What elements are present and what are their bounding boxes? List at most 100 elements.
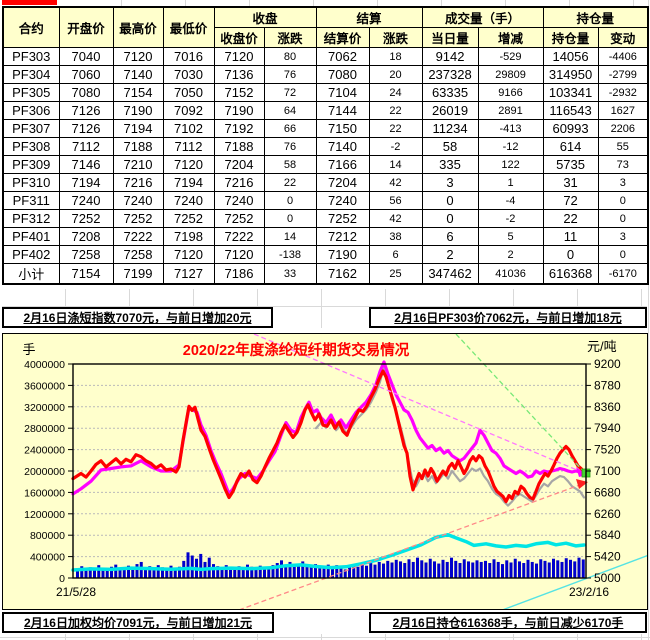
cell-PF309-oi_chg[interactable]: 73 xyxy=(597,155,649,174)
header-open[interactable]: 开盘价 xyxy=(58,6,114,48)
banner-open-interest[interactable]: 2月16日持仓616368手，与前日减少6170手 xyxy=(369,612,647,633)
header-vol-chg[interactable]: 增减 xyxy=(477,27,544,48)
cell-PF305-settle[interactable]: 7104 xyxy=(315,83,370,102)
cell-PF303-vol[interactable]: 9142 xyxy=(421,47,479,66)
cell-PF306-vol[interactable]: 26019 xyxy=(421,101,479,120)
cell-PF303-settle_chg[interactable]: 18 xyxy=(368,47,423,66)
cell-PF308-vol[interactable]: 58 xyxy=(421,137,479,156)
cell-PF402-oi_chg[interactable]: 0 xyxy=(597,245,649,264)
cell-PF307-contract[interactable]: PF307 xyxy=(2,119,60,138)
cell-PF307-vol[interactable]: 11234 xyxy=(421,119,479,138)
cell-PF306-settle_chg[interactable]: 22 xyxy=(368,101,423,120)
cell-PF306-settle[interactable]: 7144 xyxy=(315,101,370,120)
header-low[interactable]: 最低价 xyxy=(162,6,215,48)
cell-PF304-open[interactable]: 7060 xyxy=(58,65,114,84)
cell-PF306-contract[interactable]: PF306 xyxy=(2,101,60,120)
cell-PF307-open[interactable]: 7126 xyxy=(58,119,114,138)
cell-PF304-close_chg[interactable]: 76 xyxy=(263,65,317,84)
cell-PF305-oi_chg[interactable]: -2932 xyxy=(597,83,649,102)
cell-PF311-settle_chg[interactable]: 56 xyxy=(368,191,423,210)
cell-PF308-settle[interactable]: 7140 xyxy=(315,137,370,156)
cell-PF310-oi[interactable]: 31 xyxy=(542,173,599,192)
cell-PF305-oi[interactable]: 103341 xyxy=(542,83,599,102)
cell-PF310-low[interactable]: 7194 xyxy=(162,173,215,192)
cell-PF305-high[interactable]: 7154 xyxy=(112,83,164,102)
cell-PF309-vol[interactable]: 335 xyxy=(421,155,479,174)
cell-PF304-vol_chg[interactable]: 29809 xyxy=(477,65,544,84)
header-high[interactable]: 最高价 xyxy=(112,6,164,48)
cell-PF310-close[interactable]: 7216 xyxy=(213,173,265,192)
header-settle-chg[interactable]: 涨跌 xyxy=(368,27,423,48)
cell-小计-low[interactable]: 7127 xyxy=(162,263,215,285)
cell-PF303-low[interactable]: 7016 xyxy=(162,47,215,66)
header-oi-qty[interactable]: 持仓量 xyxy=(542,27,599,48)
cell-PF312-low[interactable]: 7252 xyxy=(162,209,215,228)
cell-PF310-contract[interactable]: PF310 xyxy=(2,173,60,192)
cell-PF312-settle[interactable]: 7252 xyxy=(315,209,370,228)
cell-PF311-vol[interactable]: 0 xyxy=(421,191,479,210)
cell-PF401-settle[interactable]: 7212 xyxy=(315,227,370,246)
cell-PF311-close_chg[interactable]: 0 xyxy=(263,191,317,210)
cell-PF312-close[interactable]: 7252 xyxy=(213,209,265,228)
cell-PF402-oi[interactable]: 0 xyxy=(542,245,599,264)
cell-PF311-contract[interactable]: PF311 xyxy=(2,191,60,210)
cell-PF305-low[interactable]: 7050 xyxy=(162,83,215,102)
cell-小计-vol[interactable]: 347462 xyxy=(421,263,479,285)
banner-weighted-avg[interactable]: 2月16日加权均价7091元，与前日增加21元 xyxy=(2,612,274,633)
cell-PF401-vol[interactable]: 6 xyxy=(421,227,479,246)
cell-PF402-vol[interactable]: 2 xyxy=(421,245,479,264)
cell-PF401-vol_chg[interactable]: 5 xyxy=(477,227,544,246)
cell-PF308-vol_chg[interactable]: -12 xyxy=(477,137,544,156)
cell-PF303-close_chg[interactable]: 80 xyxy=(263,47,317,66)
cell-小计-close[interactable]: 7186 xyxy=(213,263,265,285)
cell-PF402-close_chg[interactable]: -138 xyxy=(263,245,317,264)
cell-PF308-contract[interactable]: PF308 xyxy=(2,137,60,156)
cell-PF304-settle_chg[interactable]: 20 xyxy=(368,65,423,84)
cell-PF306-open[interactable]: 7126 xyxy=(58,101,114,120)
cell-PF306-vol_chg[interactable]: 2891 xyxy=(477,101,544,120)
cell-PF401-settle_chg[interactable]: 38 xyxy=(368,227,423,246)
cell-PF311-high[interactable]: 7240 xyxy=(112,191,164,210)
cell-PF312-vol_chg[interactable]: -2 xyxy=(477,209,544,228)
cell-PF303-settle[interactable]: 7062 xyxy=(315,47,370,66)
cell-PF306-low[interactable]: 7092 xyxy=(162,101,215,120)
cell-PF311-open[interactable]: 7240 xyxy=(58,191,114,210)
cell-PF402-contract[interactable]: PF402 xyxy=(2,245,60,264)
cell-PF307-settle[interactable]: 7150 xyxy=(315,119,370,138)
cell-PF310-settle[interactable]: 7204 xyxy=(315,173,370,192)
cell-PF303-oi_chg[interactable]: -4406 xyxy=(597,47,649,66)
cell-PF401-oi_chg[interactable]: 3 xyxy=(597,227,649,246)
cell-PF303-open[interactable]: 7040 xyxy=(58,47,114,66)
cell-PF307-low[interactable]: 7102 xyxy=(162,119,215,138)
cell-小计-oi[interactable]: 616368 xyxy=(542,263,599,285)
cell-PF308-low[interactable]: 7112 xyxy=(162,137,215,156)
cell-PF307-oi_chg[interactable]: 2206 xyxy=(597,119,649,138)
cell-PF308-close_chg[interactable]: 76 xyxy=(263,137,317,156)
cell-PF305-vol_chg[interactable]: 9166 xyxy=(477,83,544,102)
cell-PF402-high[interactable]: 7258 xyxy=(112,245,164,264)
cell-小计-settle[interactable]: 7162 xyxy=(315,263,370,285)
cell-PF312-contract[interactable]: PF312 xyxy=(2,209,60,228)
cell-PF401-open[interactable]: 7208 xyxy=(58,227,114,246)
cell-小计-contract[interactable]: 小计 xyxy=(2,263,60,285)
cell-PF303-vol_chg[interactable]: -529 xyxy=(477,47,544,66)
banner-pf303-price[interactable]: 2月16日PF303价7062元，与前日增加18元 xyxy=(369,307,647,328)
cell-PF306-close[interactable]: 7190 xyxy=(213,101,265,120)
cell-PF308-close[interactable]: 7188 xyxy=(213,137,265,156)
group-header-oi[interactable]: 持仓量 xyxy=(542,6,649,28)
cell-小计-high[interactable]: 7199 xyxy=(112,263,164,285)
cell-PF311-oi_chg[interactable]: 0 xyxy=(597,191,649,210)
cell-PF308-settle_chg[interactable]: -2 xyxy=(368,137,423,156)
group-header-settle[interactable]: 结算 xyxy=(315,6,423,28)
cell-PF304-oi[interactable]: 314950 xyxy=(542,65,599,84)
cell-PF402-close[interactable]: 7120 xyxy=(213,245,265,264)
cell-PF305-vol[interactable]: 63335 xyxy=(421,83,479,102)
cell-PF311-low[interactable]: 7240 xyxy=(162,191,215,210)
cell-PF312-vol[interactable]: 0 xyxy=(421,209,479,228)
cell-PF312-oi_chg[interactable]: 0 xyxy=(597,209,649,228)
cell-小计-oi_chg[interactable]: -6170 xyxy=(597,263,649,285)
cell-PF402-vol_chg[interactable]: 2 xyxy=(477,245,544,264)
cell-PF304-vol[interactable]: 237328 xyxy=(421,65,479,84)
cell-PF401-oi[interactable]: 11 xyxy=(542,227,599,246)
cell-PF305-close[interactable]: 7152 xyxy=(213,83,265,102)
